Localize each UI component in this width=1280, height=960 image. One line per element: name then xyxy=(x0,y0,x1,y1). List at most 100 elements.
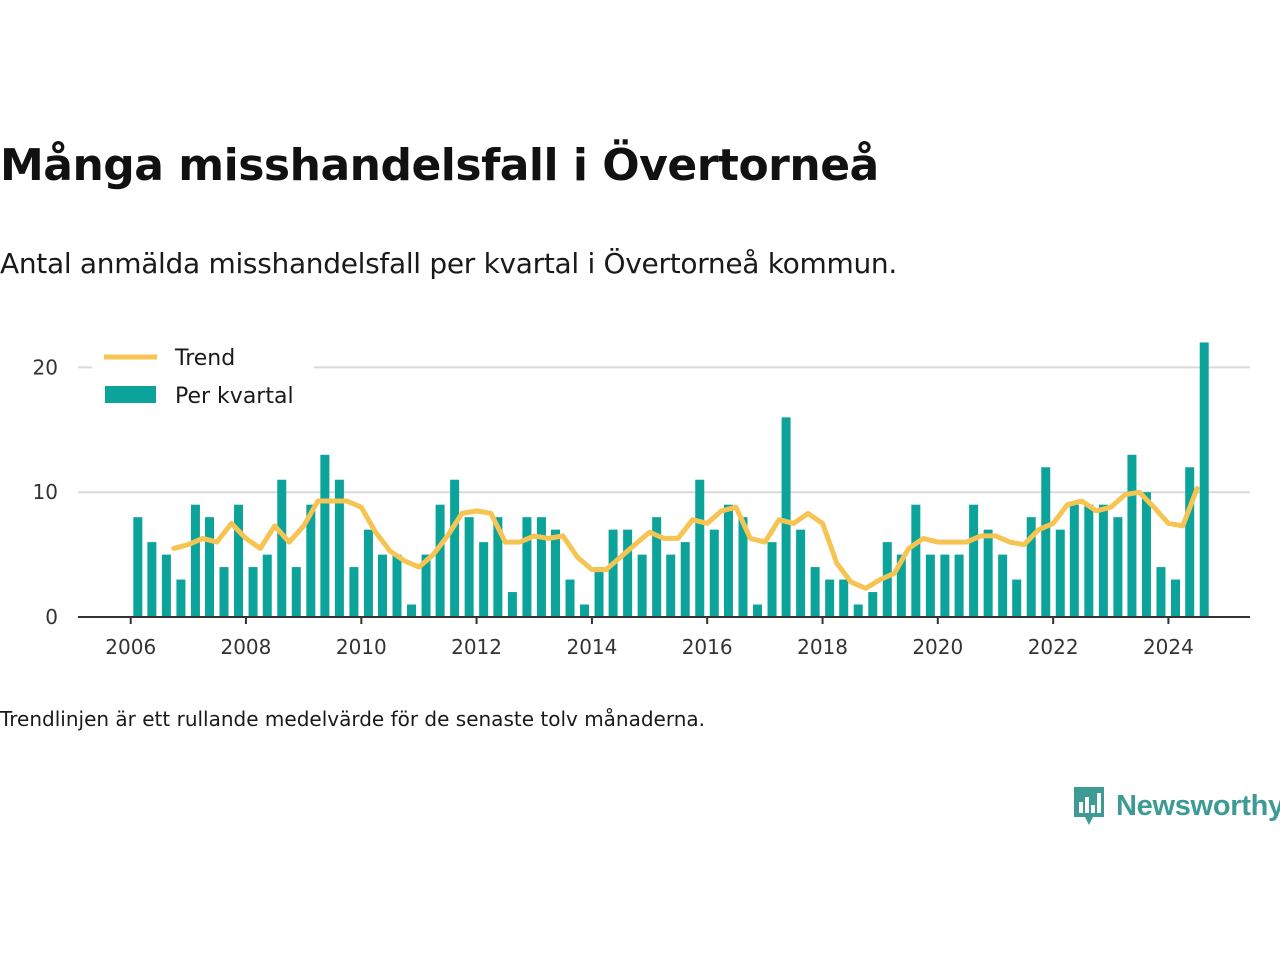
bar-2020-Q3 xyxy=(969,504,979,617)
bar-2010-Q1 xyxy=(363,529,373,617)
bar-2006-Q4 xyxy=(176,579,186,617)
bar-2018-Q2 xyxy=(839,579,849,617)
bar-2014-Q3 xyxy=(623,529,633,617)
bar-2007-Q3 xyxy=(219,567,229,617)
bar-2011-Q2 xyxy=(435,504,445,617)
bar-2018-Q4 xyxy=(868,592,878,617)
bar-2020-Q2 xyxy=(954,554,964,617)
bar-2016-Q4 xyxy=(753,604,763,617)
logo-text: Newsworthy xyxy=(1116,789,1280,822)
bar-2021-Q3 xyxy=(1026,517,1036,617)
x-tick-label: 2024 xyxy=(1143,635,1194,659)
x-tick-label: 2010 xyxy=(336,635,387,659)
bar-2019-Q2 xyxy=(896,554,906,617)
newsworthy-logo[interactable]: Newsworthy xyxy=(1072,784,1280,828)
chart-title: Många misshandelsfall i Övertorneå xyxy=(0,140,879,191)
y-tick-label: 0 xyxy=(45,605,58,629)
bar-2017-Q3 xyxy=(796,529,806,617)
bar-2013-Q1 xyxy=(536,517,546,617)
trend-series xyxy=(171,486,1200,591)
x-tick-label: 2006 xyxy=(105,635,156,659)
bar-2011-Q1 xyxy=(421,554,431,617)
bar-2017-Q1 xyxy=(767,542,777,617)
bar-2014-Q4 xyxy=(637,554,647,617)
bar-2016-Q1 xyxy=(709,529,719,617)
bar-2012-Q4 xyxy=(522,517,532,617)
bar-2008-Q2 xyxy=(262,554,272,617)
legend-background xyxy=(92,340,314,420)
bar-2017-Q4 xyxy=(810,567,820,617)
bar-2020-Q4 xyxy=(983,529,993,617)
x-tick-label: 2014 xyxy=(566,635,617,659)
bar-2024-Q1 xyxy=(1170,579,1180,617)
bar-2006-Q3 xyxy=(161,554,171,617)
bar-2009-Q1 xyxy=(306,504,316,617)
bar-2024-Q2 xyxy=(1185,467,1195,617)
bar-2017-Q2 xyxy=(781,417,791,617)
bar-2015-Q2 xyxy=(666,554,676,617)
bar-2016-Q2 xyxy=(723,504,733,617)
bar-2009-Q4 xyxy=(349,567,359,617)
bar-2008-Q1 xyxy=(248,567,258,617)
bar-2011-Q3 xyxy=(450,479,460,617)
bar-2019-Q3 xyxy=(911,504,921,617)
footnote: Trendlinjen är ett rullande medelvärde f… xyxy=(0,707,706,731)
bar-2013-Q3 xyxy=(565,579,575,617)
bar-2019-Q4 xyxy=(925,554,935,617)
bar-2007-Q1 xyxy=(190,504,200,617)
bar-2008-Q4 xyxy=(291,567,301,617)
x-tick-label: 2020 xyxy=(912,635,963,659)
bar-2016-Q3 xyxy=(738,517,748,617)
bar-line-chart: 0 10 20 2006 2008 2010 2012 2014 2016 2018 2020 202… xyxy=(33,340,1250,659)
bar-2022-Q1 xyxy=(1055,529,1065,617)
x-tick-label: 2022 xyxy=(1028,635,1079,659)
bar-2015-Q4 xyxy=(695,479,705,617)
x-tick-label: 2018 xyxy=(797,635,848,659)
x-tick-label: 2016 xyxy=(682,635,733,659)
bar-2007-Q4 xyxy=(234,504,244,617)
bar-2014-Q2 xyxy=(608,529,618,617)
bar-2023-Q1 xyxy=(1113,517,1123,617)
bar-2007-Q2 xyxy=(204,517,214,617)
y-tick-label: 20 xyxy=(33,355,58,379)
bar-2012-Q1 xyxy=(479,542,489,617)
bar-2019-Q1 xyxy=(882,542,892,617)
bar-2018-Q1 xyxy=(825,579,835,617)
x-tick-label: 2012 xyxy=(451,635,502,659)
bar-2008-Q3 xyxy=(277,479,287,617)
legend-bar-label: Per kvartal xyxy=(175,384,294,409)
bar-2024-Q3 xyxy=(1199,342,1209,617)
bar-2009-Q3 xyxy=(334,479,344,617)
bar-2010-Q2 xyxy=(377,554,387,617)
legend-bar-swatch xyxy=(105,386,156,403)
bar-2015-Q1 xyxy=(652,517,662,617)
bar-2022-Q2 xyxy=(1069,504,1079,617)
bar-2020-Q1 xyxy=(940,554,950,617)
bar-2023-Q2 xyxy=(1127,454,1137,617)
bar-2022-Q3 xyxy=(1084,504,1094,617)
bar-2012-Q3 xyxy=(507,592,517,617)
bar-2006-Q2 xyxy=(147,542,157,617)
legend-trend-label: Trend xyxy=(174,346,235,371)
bar-2014-Q1 xyxy=(594,567,604,617)
chart-subtitle: Antal anmälda misshandelsfall per kvarta… xyxy=(0,247,897,280)
trend-line xyxy=(171,486,1200,591)
bar-2010-Q3 xyxy=(392,554,402,617)
axes: 0 10 20 2006 2008 2010 2012 2014 2016 2018 2020 202… xyxy=(33,355,1250,659)
bar-2021-Q2 xyxy=(1012,579,1022,617)
bar-2006-Q1 xyxy=(133,517,143,617)
bar-2011-Q4 xyxy=(464,517,474,617)
bar-2012-Q2 xyxy=(493,517,503,617)
bar-2013-Q2 xyxy=(550,529,560,617)
bar-2015-Q3 xyxy=(680,542,690,617)
bar-2018-Q3 xyxy=(853,604,863,617)
bar-2009-Q2 xyxy=(320,454,330,617)
bar-2023-Q3 xyxy=(1141,492,1151,617)
legend: Trend Per kvartal xyxy=(92,340,314,420)
bar-2021-Q4 xyxy=(1041,467,1051,617)
bar-2023-Q4 xyxy=(1156,567,1166,617)
y-tick-label: 10 xyxy=(33,480,58,504)
bar-chart-speech-bubble-icon xyxy=(1074,787,1104,825)
bar-2021-Q1 xyxy=(998,554,1008,617)
bar-2010-Q4 xyxy=(407,604,417,617)
